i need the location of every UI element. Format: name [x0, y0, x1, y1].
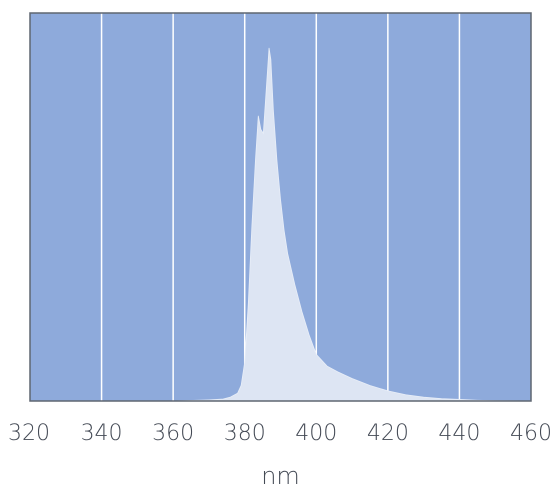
- x-axis-label: nm: [261, 462, 300, 487]
- x-tick-label-400: 400: [295, 421, 337, 446]
- x-tick-labels: 320 340 360 380 400 420 440 460: [8, 421, 552, 446]
- x-tick-label-360: 360: [152, 421, 194, 446]
- x-tick-label-340: 340: [81, 421, 123, 446]
- spectrum-area: [30, 47, 532, 402]
- x-tick-label-420: 420: [367, 421, 409, 446]
- x-tick-label-320: 320: [8, 421, 50, 446]
- x-tick-label-460: 460: [510, 421, 552, 446]
- gridlines: [100, 13, 461, 401]
- x-tick-label-440: 440: [438, 421, 480, 446]
- plot-frame: [29, 12, 532, 402]
- x-tick-label-380: 380: [224, 421, 266, 446]
